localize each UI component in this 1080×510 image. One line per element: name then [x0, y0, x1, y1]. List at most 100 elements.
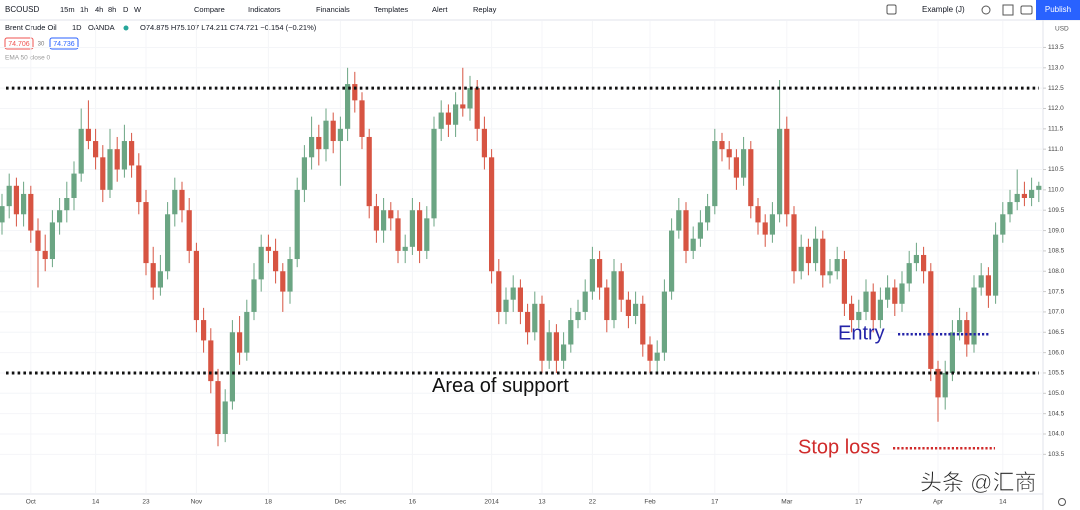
candle-body	[287, 259, 293, 292]
candle-body	[1029, 189, 1035, 198]
toolbar-button[interactable]: Templates	[374, 5, 408, 14]
symbol[interactable]: BCOUSD	[5, 5, 39, 14]
toolbar-button[interactable]: Indicators	[248, 5, 281, 14]
interval: 1D	[72, 23, 82, 32]
candle-body	[935, 368, 941, 398]
candle-body	[57, 210, 63, 223]
y-tick-label: 112.5	[1048, 85, 1064, 92]
candle-body	[885, 287, 891, 300]
snapshot-icon[interactable]	[1020, 5, 1033, 15]
toolbar-button[interactable]: Replay	[473, 5, 497, 14]
candle-body	[985, 275, 991, 296]
candle-body	[172, 189, 178, 215]
x-tick-label: 18	[265, 499, 273, 506]
candle-body	[366, 136, 372, 207]
candle-body	[453, 104, 459, 125]
y-tick-label: 111.0	[1048, 146, 1064, 153]
candle-body	[798, 246, 804, 272]
publish-label[interactable]: Publish	[1045, 5, 1071, 14]
candle-body	[438, 112, 444, 129]
publish-button[interactable]	[1036, 0, 1080, 20]
candle-body	[352, 84, 358, 101]
candle-body	[121, 141, 127, 170]
candle-body	[575, 311, 581, 321]
interval-button[interactable]: 8h	[108, 5, 116, 14]
candle-body	[265, 246, 271, 251]
candle-body	[1036, 185, 1042, 190]
candle-body	[129, 141, 135, 166]
candle-body	[21, 193, 27, 215]
candle-body	[1007, 202, 1013, 215]
y-tick-label: 106.5	[1048, 329, 1065, 336]
x-tick-label: 22	[589, 499, 597, 506]
x-tick-label: Dec	[335, 499, 347, 506]
candle-body	[165, 214, 171, 272]
toolbar-button[interactable]: Alert	[432, 5, 448, 14]
candle-body	[726, 149, 732, 158]
candle-body	[568, 320, 574, 345]
x-tick-label: 23	[142, 499, 150, 506]
candle-body	[417, 210, 423, 251]
candle-body	[107, 149, 113, 190]
candle-body	[805, 246, 811, 264]
candle-body	[690, 238, 696, 251]
interval-button[interactable]: W	[134, 5, 142, 14]
candle-body	[957, 320, 963, 333]
candle-body	[978, 275, 984, 288]
candle-body	[719, 141, 725, 150]
candle-body	[661, 291, 667, 353]
x-tick-label: 13	[538, 499, 546, 506]
candle-body	[813, 238, 819, 264]
candle-body	[157, 271, 163, 288]
interval-button[interactable]: 15m	[60, 5, 75, 14]
candle-body	[899, 283, 905, 304]
ask-box[interactable]	[49, 37, 79, 50]
candle-body	[309, 136, 315, 158]
bid-box[interactable]	[4, 37, 34, 50]
x-tick-label: Mar	[781, 499, 793, 506]
currency[interactable]: USD	[1055, 26, 1069, 33]
layout-name[interactable]: Example (J)	[922, 5, 965, 14]
candle-body	[337, 128, 343, 142]
candle-body	[676, 210, 682, 231]
candle-body	[769, 214, 775, 235]
toolbar-button[interactable]: Compare	[194, 5, 225, 14]
y-tick-label: 104.5	[1048, 410, 1065, 417]
candle-body	[539, 303, 545, 361]
candle-body	[906, 263, 912, 284]
candle-body	[1014, 193, 1020, 203]
candle-body	[474, 88, 480, 129]
candle-body	[179, 189, 185, 211]
x-tick-label: 14	[999, 499, 1007, 506]
candle-body	[654, 352, 660, 361]
settings-icon[interactable]	[981, 5, 991, 15]
y-tick-label: 103.5	[1048, 451, 1065, 458]
candle-body	[834, 259, 840, 272]
interval-button[interactable]: 4h	[95, 5, 103, 14]
market-status	[123, 25, 129, 31]
checkbox-icon[interactable]	[886, 4, 897, 15]
plot-area	[0, 21, 1043, 493]
interval-button[interactable]: 1h	[80, 5, 88, 14]
y-tick-label: 113.5	[1048, 44, 1064, 51]
candle-body	[892, 287, 898, 304]
bid[interactable]: 74.706	[8, 41, 30, 48]
candle-body	[863, 291, 869, 312]
candle-body	[467, 88, 473, 109]
candle-body	[402, 246, 408, 251]
fullscreen-icon[interactable]	[1002, 4, 1014, 16]
candle-body	[186, 210, 192, 251]
y-tick-label: 111.5	[1048, 126, 1064, 133]
candle-body	[280, 271, 286, 292]
toolbar-button[interactable]: Financials	[316, 5, 350, 14]
ask[interactable]: 74.736	[53, 41, 75, 48]
axis-settings-icon[interactable]	[1058, 498, 1066, 506]
y-tick-label: 104.0	[1048, 431, 1065, 438]
candle-body	[589, 259, 595, 292]
x-tick-label: Nov	[191, 499, 203, 506]
y-tick-label: 105.0	[1048, 390, 1065, 397]
candle-body	[697, 222, 703, 239]
candle-body	[712, 141, 718, 207]
interval-button[interactable]: D	[123, 5, 129, 14]
